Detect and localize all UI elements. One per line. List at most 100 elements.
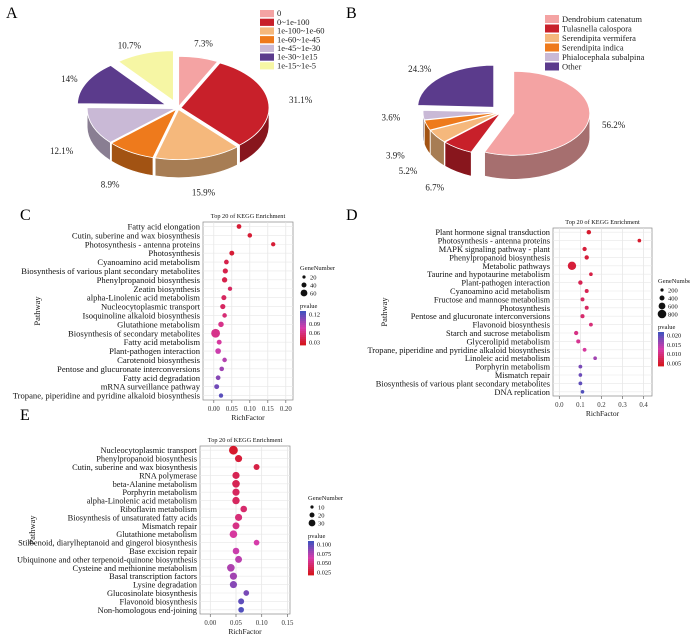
plot-d-point-17: [578, 373, 583, 377]
legend-d-colorbar-seg-5: [658, 342, 664, 345]
plot-e-point-18: [238, 598, 245, 605]
plot-c-point-5: [222, 268, 228, 274]
legend-e-color-0: 0.100: [317, 542, 331, 549]
legend-e-colorbar-seg-16: [308, 573, 314, 576]
legend-d-colorbar-seg-2: [658, 336, 664, 339]
plot-e-point-17: [243, 590, 250, 596]
plot-c-pathway-0: Fatty acid elongation: [127, 221, 200, 231]
pie-b-label-2: 5.2%: [399, 166, 418, 176]
legend-e-color-title: pvalue: [308, 533, 325, 540]
legend-e-size-dot-0: [310, 505, 314, 509]
plot-c-point-14: [215, 348, 221, 354]
plot-d-point-9: [584, 305, 589, 310]
plot-e-point-16: [229, 581, 238, 589]
plot-d-point-2: [582, 246, 587, 252]
plot-e-pathway-12: Base excision repair: [129, 547, 197, 556]
legend-c-size-0: 20: [310, 275, 317, 282]
legend-b-swatch-0: [545, 15, 559, 23]
legend-e-color-3: 0.025: [317, 570, 331, 577]
legend-b-swatch-3: [545, 43, 559, 52]
plot-c-point-2: [271, 242, 276, 247]
legend-a-swatch-4: [260, 44, 274, 52]
legend-e-colorbar-seg-3: [308, 547, 314, 550]
plot-e-pathway-18: Flavonoid biosynthesis: [120, 597, 197, 606]
legend-d-size-3: 800: [668, 312, 678, 319]
plot-e-pathway-9: Mismatch repair: [142, 522, 197, 531]
plot-c-xtick-3: 0.15: [262, 406, 274, 413]
plot-e-point-10: [229, 530, 238, 539]
legend-d-colorbar-seg-1: [658, 334, 664, 337]
legend-d-size-0: 200: [668, 288, 678, 295]
plot-e-point-5: [232, 488, 240, 496]
plot-d-pathway-17: Mismatch repair: [495, 371, 550, 380]
plot-e-xlabel: RichFactor: [228, 627, 262, 634]
pie-a-label-0: 7.3%: [194, 39, 213, 49]
plot-e-point-6: [232, 496, 240, 505]
legend-b-swatch-4: [545, 53, 559, 61]
legend-d-colorbar-seg-15: [658, 362, 664, 365]
legend-b-label-5: Other: [562, 62, 582, 72]
legend-d-color-1: 0.015: [667, 342, 681, 349]
legend-c-colorbar-seg-3: [300, 317, 306, 320]
pie-a-slice-6: [117, 50, 174, 102]
plot-e-point-0: [229, 445, 238, 455]
legend-d-size-1: 400: [668, 296, 678, 303]
pie-b-label-3: 3.9%: [386, 150, 405, 160]
legend-a-swatch-3: [260, 36, 274, 44]
plot-d-pathway-2: MAPK signaling pathway - plant: [439, 245, 551, 254]
legend-d-colorbar-seg-11: [658, 354, 664, 357]
legend-e-colorbar-seg-10: [308, 561, 314, 564]
plot-d-pathway-5: Taurine and hypotaurine metabolism: [427, 270, 550, 279]
pie-b-slice-4: [422, 109, 500, 121]
plot-e-xtick-1: 0.05: [230, 620, 242, 627]
plot-d-pathway-15: Linoleic acid metabolism: [465, 354, 551, 363]
plot-c-ylabel: Pathway: [32, 296, 42, 326]
pie-a-slice-0: [178, 55, 219, 108]
plot-d-point-10: [580, 314, 585, 319]
pie-a-label-5: 14%: [61, 74, 78, 84]
legend-b-swatch-2: [545, 34, 559, 42]
plot-e-panel: [199, 445, 291, 615]
plot-d-point-14: [582, 347, 587, 352]
plot-d-pathway-10: Pentose and glucuronate interconversions: [411, 312, 550, 321]
plot-d-pathway-11: Flavonoid biosynthesis: [473, 321, 550, 330]
plot-e-point-11: [253, 539, 260, 546]
plot-c-point-6: [221, 277, 228, 283]
legend-c-color-1: 0.09: [309, 321, 320, 328]
pie-b-label-5: 24.3%: [408, 64, 432, 74]
plot-d-xtick-0: 0.0: [555, 402, 564, 409]
panel-c-letter: C: [20, 207, 31, 224]
pie-a-slice-3: [110, 108, 178, 159]
plot-d-point-12: [574, 330, 579, 336]
plot-d-pathway-4: Metabolic pathways: [482, 262, 550, 271]
pie-chart-b: 56.2% 6.7% 5.2% 3.9% 3.6% 24.3% Dendrobium cat…: [382, 14, 645, 192]
legend-e-size-0: 10: [318, 505, 325, 512]
plot-d-point-18: [578, 381, 583, 386]
plot-e-pathway-17: Glucosinolate biosynthesis: [107, 589, 197, 598]
legend-d-colorbar-seg-0: [658, 332, 664, 335]
pie-b-slice-0: [483, 70, 591, 156]
plot-e-point-8: [234, 513, 243, 521]
legend-c-size-dot-0: [302, 275, 306, 279]
legend-a-label-1: 0~1e-100: [277, 17, 309, 27]
plot-e-pathway-11: Stilbenoid, diarylheptanoid and gingerol…: [18, 539, 197, 548]
legend-d-colorbar-seg-14: [658, 360, 664, 363]
legend-b-label-0: Dendrobium catenatum: [562, 14, 642, 24]
legend-c-size-dot-1: [301, 282, 307, 288]
legend-e-colorbar-seg-7: [308, 555, 314, 558]
plot-d-point-6: [578, 280, 583, 285]
legend-e-color-1: 0.075: [317, 551, 331, 558]
plot-e-pathway-1: Phenylpropanoid biosynthesis: [96, 455, 197, 464]
legend-a-swatch-0: [260, 10, 274, 18]
plot-c-point-19: [218, 393, 224, 398]
plot-c-point-4: [224, 259, 229, 265]
plot-d-point-15: [593, 356, 597, 361]
plot-d-title: Top 20 of KEGG Enrichment: [565, 219, 640, 226]
plot-d-pathway-16: Porphyrin metabolism: [475, 363, 550, 372]
plot-d-point-3: [584, 255, 589, 260]
dot-plot-c: 0.00 0.05 0.10 0.15 0.20 Fatty acid elongatio…: [13, 213, 336, 422]
plot-e-pathway-10: Glutathione metabolism: [116, 530, 197, 539]
plot-c-xtick-1: 0.05: [226, 406, 238, 413]
legend-e-colorbar-seg-1: [308, 543, 314, 546]
plot-c-point-18: [214, 384, 220, 390]
